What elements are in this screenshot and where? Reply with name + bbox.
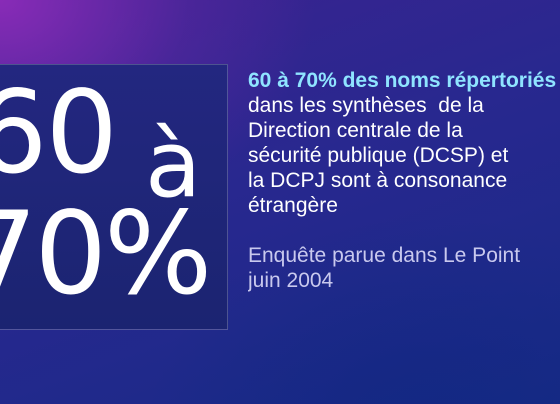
body-line-1: dans les synthèses de la	[248, 94, 484, 117]
source-line-1: Enquête parue dans Le Point	[248, 244, 521, 267]
source-line-2: juin 2004	[248, 269, 334, 292]
body-line-5: étrangère	[248, 194, 338, 217]
statistic-box: 60 à 70%	[0, 64, 228, 330]
headline: 60 à 70% des noms répertoriés	[248, 69, 557, 92]
body-line-4: la DCPJ sont à consonance	[248, 169, 508, 192]
source-citation: Enquête parue dans Le Point juin 2004	[248, 243, 560, 293]
main-text-block: 60 à 70% des noms répertoriés dans les s…	[248, 68, 560, 218]
body-line-2: Direction centrale de la	[248, 119, 463, 142]
stat-number-70-percent: 70%	[0, 187, 212, 320]
stat-word-a: à	[145, 111, 202, 218]
stat-number-60: 60	[0, 66, 118, 199]
body-line-3: sécurité publique (DCSP) et	[248, 144, 509, 167]
